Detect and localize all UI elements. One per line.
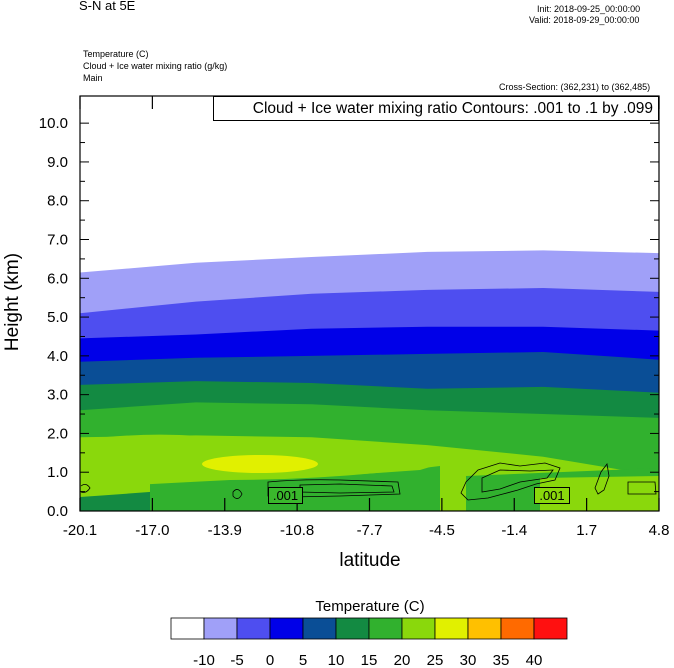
y-tick-label: 9.0 — [47, 154, 68, 171]
colorbar-swatch — [401, 617, 436, 640]
x-tick-label: -17.0 — [135, 522, 169, 539]
y-tick-label: 8.0 — [47, 193, 68, 210]
field-label-temperature: Temperature (C) — [83, 49, 149, 59]
colorbar-swatch — [203, 617, 238, 640]
y-tick-label: 2.0 — [47, 425, 68, 442]
colorbar-swatch — [335, 617, 370, 640]
colorbar: -10 -5 0 5 10 15 20 25 30 35 40 — [170, 617, 568, 668]
contour-label-box: .001 — [268, 487, 303, 504]
colorbar-title: Temperature (C) — [315, 598, 425, 615]
plot-title: S-N at 5E — [79, 0, 136, 13]
x-tick-label: -1.4 — [501, 522, 527, 539]
y-tick-label: 6.0 — [47, 270, 68, 287]
colorbar-label: 0 — [266, 652, 274, 668]
warm-core — [202, 455, 318, 473]
colorbar-swatch — [500, 617, 535, 640]
contour-line — [267, 479, 401, 498]
x-tick-label: 1.7 — [576, 522, 597, 539]
plot-area — [80, 96, 659, 511]
x-axis-label: latitude — [339, 550, 401, 571]
axes: 0.0 1.0 2.0 3.0 4.0 5.0 6.0 7.0 8.0 9.0 10.0 -20.1 -… — [39, 95, 670, 539]
contour-line — [627, 481, 657, 495]
colorbar-label: -5 — [230, 652, 243, 668]
y-tick-label: 0.0 — [47, 503, 68, 520]
y-tick-label: 10.0 — [39, 115, 68, 132]
colorbar-label: 20 — [394, 652, 411, 668]
x-tick-label: 4.8 — [649, 522, 670, 539]
colorbar-label: 10 — [328, 652, 345, 668]
field-label-cloud: Cloud + Ice water mixing ratio (g/kg) — [83, 61, 228, 71]
chart-title: Cloud + Ice water mixing ratio Contours:… — [252, 100, 653, 117]
contour-line — [460, 462, 561, 501]
contour-info-box: Cloud + Ice water mixing ratio Contours:… — [213, 96, 659, 121]
x-tick-label: -13.9 — [208, 522, 242, 539]
colorbar-label: 15 — [361, 652, 378, 668]
colorbar-swatch — [269, 617, 304, 640]
y-tick-label: 7.0 — [47, 232, 68, 249]
x-tick-label: -4.5 — [429, 522, 455, 539]
x-tick-label: -20.1 — [63, 522, 97, 539]
contour-label-box: .001 — [534, 487, 570, 504]
colorbar-label: 40 — [526, 652, 543, 668]
cross-section-label: Cross-Section: (362,231) to (362,485) — [499, 82, 651, 92]
colorbar-label: 35 — [493, 652, 510, 668]
y-tick-label: 3.0 — [47, 387, 68, 404]
colorbar-label: 30 — [460, 652, 477, 668]
x-tick-label: -10.8 — [280, 522, 314, 539]
y-tick-label: 5.0 — [47, 309, 68, 326]
contour-line — [481, 469, 554, 493]
y-axis-label: Height (km) — [2, 252, 23, 352]
contour-line — [80, 484, 91, 493]
contour-line — [594, 463, 610, 495]
colorbar-swatch — [302, 617, 337, 640]
contour-line — [232, 489, 243, 499]
colorbar-swatch — [170, 617, 205, 640]
colorbar-swatch — [368, 617, 403, 640]
colorbar-swatch — [434, 617, 469, 640]
colorbar-label: 5 — [299, 652, 307, 668]
valid-time: Valid: 2018-09-29_00:00:00 — [529, 15, 640, 25]
x-tick-label: -7.7 — [357, 522, 383, 539]
contour-label: .001 — [272, 488, 299, 503]
y-tick-label: 4.0 — [47, 348, 68, 365]
colorbar-swatch — [236, 617, 271, 640]
colorbar-label: 25 — [427, 652, 444, 668]
colorbar-swatch — [533, 617, 568, 640]
y-tick-label: 1.0 — [47, 464, 68, 481]
field-label-main: Main — [83, 73, 103, 83]
init-time: Init: 2018-09-25_00:00:00 — [537, 4, 641, 14]
contour-label: .001 — [539, 488, 565, 503]
colorbar-label: -10 — [193, 652, 215, 668]
colorbar-swatch — [467, 617, 502, 640]
